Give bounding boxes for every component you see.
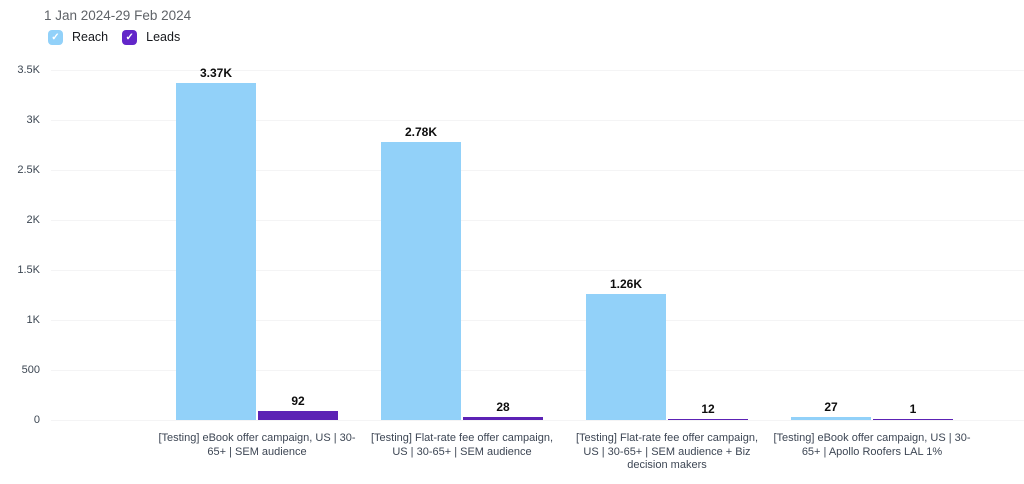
gridline xyxy=(51,270,1024,271)
gridline xyxy=(51,70,1024,71)
y-axis-tick-label: 3K xyxy=(26,114,40,126)
chart-legend: ✓ Reach ✓ Leads xyxy=(48,29,180,45)
legend-item-leads[interactable]: ✓ Leads xyxy=(122,29,181,45)
reach-value-label: 3.37K xyxy=(199,66,233,80)
reach-checkbox-icon[interactable]: ✓ xyxy=(48,29,63,45)
legend-item-reach[interactable]: ✓ Reach xyxy=(48,29,109,45)
y-axis-tick-label: 2.5K xyxy=(17,164,40,176)
legend-label: Reach xyxy=(72,30,109,44)
reach-bar[interactable] xyxy=(381,142,461,420)
x-axis-category-label: [Testing] eBook offer campaign, US | 30-… xyxy=(158,432,356,458)
leads-value-label: 1 xyxy=(909,401,917,416)
x-axis-category-label: [Testing] eBook offer campaign, US | 30-… xyxy=(773,432,971,458)
reach-value-label: 1.26K xyxy=(609,277,643,291)
y-axis-tick-label: 1.5K xyxy=(17,264,40,276)
x-axis-category-label: [Testing] Flat-rate fee offer campaign, … xyxy=(371,432,553,458)
gridline xyxy=(51,120,1024,121)
gridline xyxy=(51,370,1024,371)
reach-bar[interactable] xyxy=(586,294,666,420)
y-axis-tick-label: 1K xyxy=(26,314,40,326)
leads-bar[interactable] xyxy=(463,417,543,420)
gridline xyxy=(51,220,1024,221)
y-axis-tick-label: 2K xyxy=(26,214,40,226)
reach-bar[interactable] xyxy=(176,83,256,420)
gridline xyxy=(51,320,1024,321)
leads-value-label: 92 xyxy=(291,393,305,408)
gridline xyxy=(51,170,1024,171)
leads-bar[interactable] xyxy=(258,410,338,420)
reach-bar[interactable] xyxy=(791,417,871,420)
y-axis-tick-label: 3.5K xyxy=(17,64,40,76)
gridline xyxy=(51,420,1024,421)
leads-value-label: 12 xyxy=(701,401,715,416)
y-axis-tick-label: 500 xyxy=(21,364,40,376)
date-range-label: 1 Jan 2024-29 Feb 2024 xyxy=(44,8,192,23)
leads-bar[interactable] xyxy=(668,418,748,420)
reach-value-label: 27 xyxy=(824,400,838,415)
leads-checkbox-icon[interactable]: ✓ xyxy=(122,29,138,45)
x-axis-category-label: [Testing] Flat-rate fee offer campaign, … xyxy=(576,432,758,471)
y-axis-tick-label: 0 xyxy=(33,414,40,426)
leads-bar[interactable] xyxy=(873,418,953,420)
reach-value-label: 2.78K xyxy=(404,125,438,139)
leads-value-label: 28 xyxy=(496,400,510,415)
legend-label: Leads xyxy=(146,30,181,44)
